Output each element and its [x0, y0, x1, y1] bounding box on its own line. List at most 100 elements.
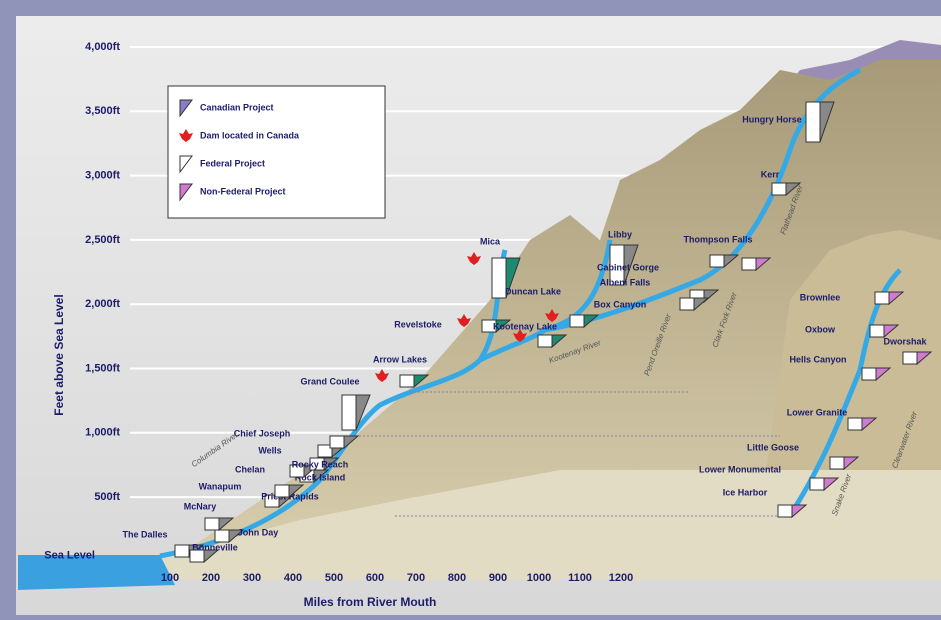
canada-leaf	[457, 314, 471, 327]
dam-label: Cabinet Gorge	[597, 262, 659, 272]
x-tick-label: 800	[448, 572, 466, 584]
x-tick-label: 500	[325, 572, 343, 584]
dam-label: Grand Coulee	[300, 376, 359, 386]
dam-label: Box Canyon	[594, 299, 647, 309]
dam-marker	[829, 456, 845, 470]
canada-leaf	[467, 252, 481, 265]
dam-face	[888, 291, 905, 306]
legend-label: Federal Project	[200, 158, 265, 168]
x-tick-label: 300	[243, 572, 261, 584]
dam-label: McNary	[184, 501, 217, 511]
y-tick-label: 2,500ft	[85, 234, 120, 246]
dam-label: Libby	[608, 229, 632, 239]
dam-label: Little Goose	[747, 442, 799, 452]
legend-label: Non-Federal Project	[200, 186, 286, 196]
dam-label: Wanapum	[199, 481, 242, 491]
dam-face	[883, 324, 900, 339]
dam-face	[875, 367, 892, 382]
dam-label: Dworshak	[883, 336, 927, 346]
legend-box	[167, 85, 386, 219]
dam-label: Chelan	[235, 464, 265, 474]
dam-face	[323, 457, 340, 472]
dam-label: Hells Canyon	[789, 354, 846, 364]
dam-marker	[771, 182, 787, 196]
dam-face	[819, 101, 835, 143]
dam-face	[791, 504, 808, 519]
y-tick-label: 3,500ft	[85, 105, 120, 117]
dam-marker	[809, 477, 825, 491]
dam-face	[861, 417, 878, 432]
x-axis-title: Miles from River Mouth	[304, 595, 437, 609]
lake-line	[355, 391, 780, 517]
dam-face	[288, 484, 305, 499]
dam-marker	[274, 484, 290, 498]
dam-marker	[847, 417, 863, 431]
dam-marker	[214, 529, 230, 543]
legend-symbol	[179, 183, 193, 202]
dam-marker	[329, 435, 345, 449]
dam-face	[228, 529, 245, 544]
x-tick-label: 1200	[609, 572, 633, 584]
dam-face	[583, 314, 600, 329]
x-tick-label: 400	[284, 572, 302, 584]
x-tick-label: 1100	[568, 572, 592, 584]
legend-symbol	[179, 99, 193, 118]
dam-label: Albeni Falls	[600, 277, 651, 287]
dam-label: John Day	[238, 527, 279, 537]
dam-label: Revelstoke	[394, 319, 442, 329]
legend-label: Canadian Project	[200, 102, 274, 112]
dam-marker	[399, 374, 415, 388]
dam-face	[843, 456, 860, 471]
dam-face	[723, 254, 740, 269]
y-tick-label: 1,500ft	[85, 362, 120, 374]
dam-face	[495, 319, 512, 334]
y-tick-label: 1,000ft	[85, 427, 120, 439]
dam-label: Wells	[258, 445, 281, 455]
dam-label: Kerr	[761, 169, 780, 179]
y-tick-label: 3,000ft	[85, 170, 120, 182]
dam-marker	[805, 101, 821, 143]
river	[159, 67, 902, 559]
dam-marker	[777, 504, 793, 518]
dam-label: Chief Joseph	[234, 428, 291, 438]
terrain	[150, 470, 941, 580]
x-tick-label: 1000	[527, 572, 551, 584]
canada-leaf	[545, 309, 559, 322]
dam-label: Hungry Horse	[742, 114, 802, 124]
x-tick-label: 900	[489, 572, 507, 584]
dam-label: Thompson Falls	[683, 234, 752, 244]
dam-marker	[569, 314, 585, 328]
dam-marker	[204, 517, 220, 531]
dam-marker	[174, 544, 190, 558]
dam-face	[623, 244, 639, 286]
dam-label: Brownlee	[800, 292, 841, 302]
dam-marker	[861, 367, 877, 381]
canada-leaf	[375, 369, 389, 382]
dam-face	[823, 477, 840, 492]
legend-label: Dam located in Canada	[200, 130, 300, 140]
dam-face	[203, 549, 220, 564]
dam-label: Rock Island	[295, 472, 346, 482]
dam-marker	[341, 394, 357, 431]
dam-marker	[679, 297, 695, 311]
dam-label: Oxbow	[805, 324, 836, 334]
dam-label: Kootenay Lake	[493, 321, 557, 331]
dam-marker	[874, 291, 890, 305]
dam-face	[413, 374, 430, 389]
y-tick-label: 2,000ft	[85, 298, 120, 310]
dam-marker	[741, 257, 757, 271]
legend: Canadian Project Dam located in Canada Fed…	[179, 99, 300, 202]
dam-label: Arrow Lakes	[373, 354, 427, 364]
y-tick-label: Sea Level	[44, 549, 95, 561]
dam-face	[343, 435, 360, 450]
x-tick-label: 600	[366, 572, 384, 584]
dam-label: Bonneville	[192, 542, 238, 552]
x-tick-label: 200	[202, 572, 220, 584]
dam-marker	[902, 351, 918, 365]
dam-label: Ice Harbor	[723, 487, 768, 497]
mountain	[150, 60, 941, 575]
dam-face	[551, 334, 568, 349]
dam-label: Duncan Lake	[505, 286, 561, 296]
dam-face	[218, 517, 235, 532]
